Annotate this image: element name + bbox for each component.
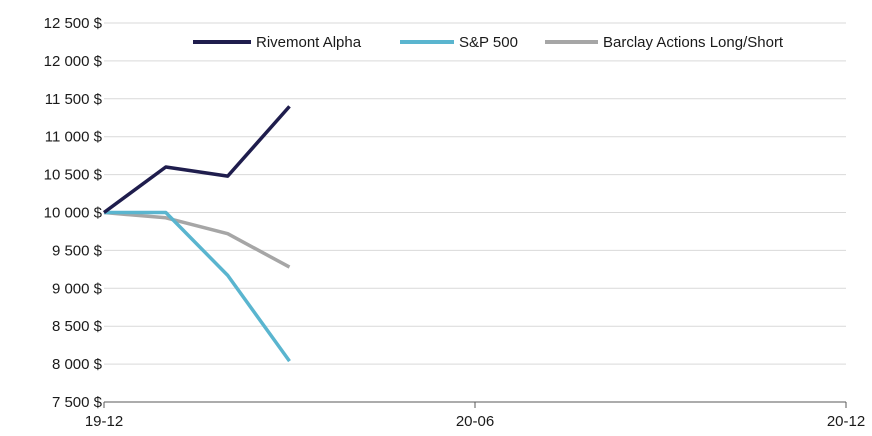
- x-axis-tick-labels: 19-12 20-06 20-12: [85, 413, 865, 430]
- legend: Rivemont Alpha S&P 500 Barclay Actions Lon…: [193, 34, 784, 51]
- y-tick-label: 8 000 $: [52, 356, 103, 373]
- legend-label: S&P 500: [459, 34, 518, 51]
- series-line-rivemont-alpha: [102, 105, 291, 214]
- legend-label: Barclay Actions Long/Short: [603, 34, 784, 51]
- y-tick-label: 11 000 $: [45, 129, 103, 146]
- series-line-s-p-500: [104, 210, 291, 363]
- x-tick-label: 19-12: [85, 413, 123, 430]
- y-tick-label: 12 000 $: [44, 53, 103, 70]
- series-line-barclay-actions-long-short: [103, 210, 291, 269]
- y-axis-tick-labels: 7 500 $ 8 000 $ 8 500 $ 9 000 $ 9 500 $ 10 00…: [44, 15, 103, 411]
- x-tick-label: 20-12: [827, 413, 865, 430]
- gridlines: [104, 22, 846, 365]
- y-tick-label: 12 500 $: [44, 15, 103, 32]
- y-tick-label: 10 500 $: [44, 167, 103, 184]
- x-tick-label: 20-06: [456, 413, 494, 430]
- y-tick-label: 7 500 $: [52, 394, 103, 411]
- y-tick-label: 9 500 $: [52, 242, 103, 259]
- series-lines: [102, 105, 291, 363]
- y-tick-label: 8 500 $: [52, 318, 103, 335]
- legend-label: Rivemont Alpha: [256, 34, 362, 51]
- x-axis: [103, 401, 847, 408]
- y-tick-label: 11 500 $: [45, 91, 103, 108]
- y-tick-label: 10 000 $: [44, 205, 103, 222]
- y-tick-label: 9 000 $: [52, 280, 103, 297]
